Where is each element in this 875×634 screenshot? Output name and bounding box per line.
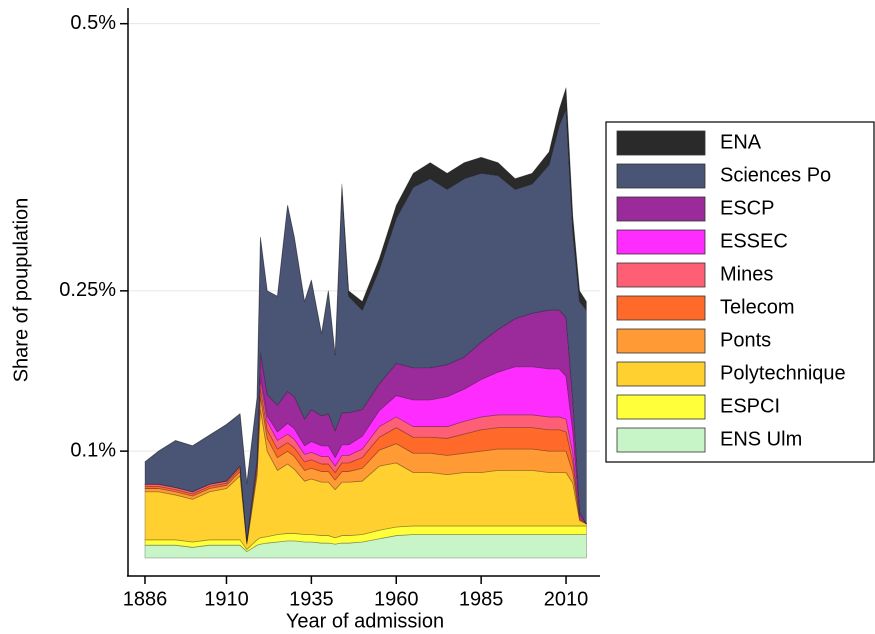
legend-swatch bbox=[616, 361, 706, 387]
legend-swatch bbox=[616, 130, 706, 156]
x-tick-label: 1935 bbox=[289, 588, 334, 610]
plot-area bbox=[128, 23, 600, 559]
y-axis-label: Share of poupulation bbox=[10, 198, 32, 383]
area bbox=[144, 87, 587, 484]
legend-swatch bbox=[616, 229, 706, 255]
legend-swatch bbox=[616, 328, 706, 354]
legend-label: Telecom bbox=[720, 296, 794, 318]
legend-swatch bbox=[616, 163, 706, 189]
x-tick-label: 2010 bbox=[544, 588, 589, 610]
x-tick-label: 1985 bbox=[459, 588, 504, 610]
legend-label: Ponts bbox=[720, 329, 771, 351]
legend-label: ENA bbox=[720, 131, 762, 153]
legend-label: Sciences Po bbox=[720, 164, 831, 186]
legend-label: Mines bbox=[720, 263, 773, 285]
area bbox=[144, 108, 587, 542]
area bbox=[144, 387, 587, 544]
x-tick-label: 1910 bbox=[204, 588, 249, 610]
legend-swatch bbox=[616, 394, 706, 420]
legend-label: ESPCI bbox=[720, 395, 780, 417]
legend-label: Polytechnique bbox=[720, 362, 846, 384]
x-tick-label: 1960 bbox=[374, 588, 419, 610]
legend-swatch bbox=[616, 262, 706, 288]
legend-swatch bbox=[616, 427, 706, 453]
legend-swatch bbox=[616, 196, 706, 222]
legend-label: ESCP bbox=[720, 197, 774, 219]
y-tick-label: 0.5% bbox=[70, 12, 116, 34]
legend-label: ESSEC bbox=[720, 230, 788, 252]
legend-label: ENS Ulm bbox=[720, 428, 802, 450]
x-axis-label: Year of admission bbox=[286, 610, 444, 632]
x-tick-label: 1886 bbox=[123, 588, 168, 610]
y-tick-label: 0.1% bbox=[70, 439, 116, 461]
y-tick-label: 0.25% bbox=[59, 279, 116, 301]
legend-swatch bbox=[616, 295, 706, 321]
